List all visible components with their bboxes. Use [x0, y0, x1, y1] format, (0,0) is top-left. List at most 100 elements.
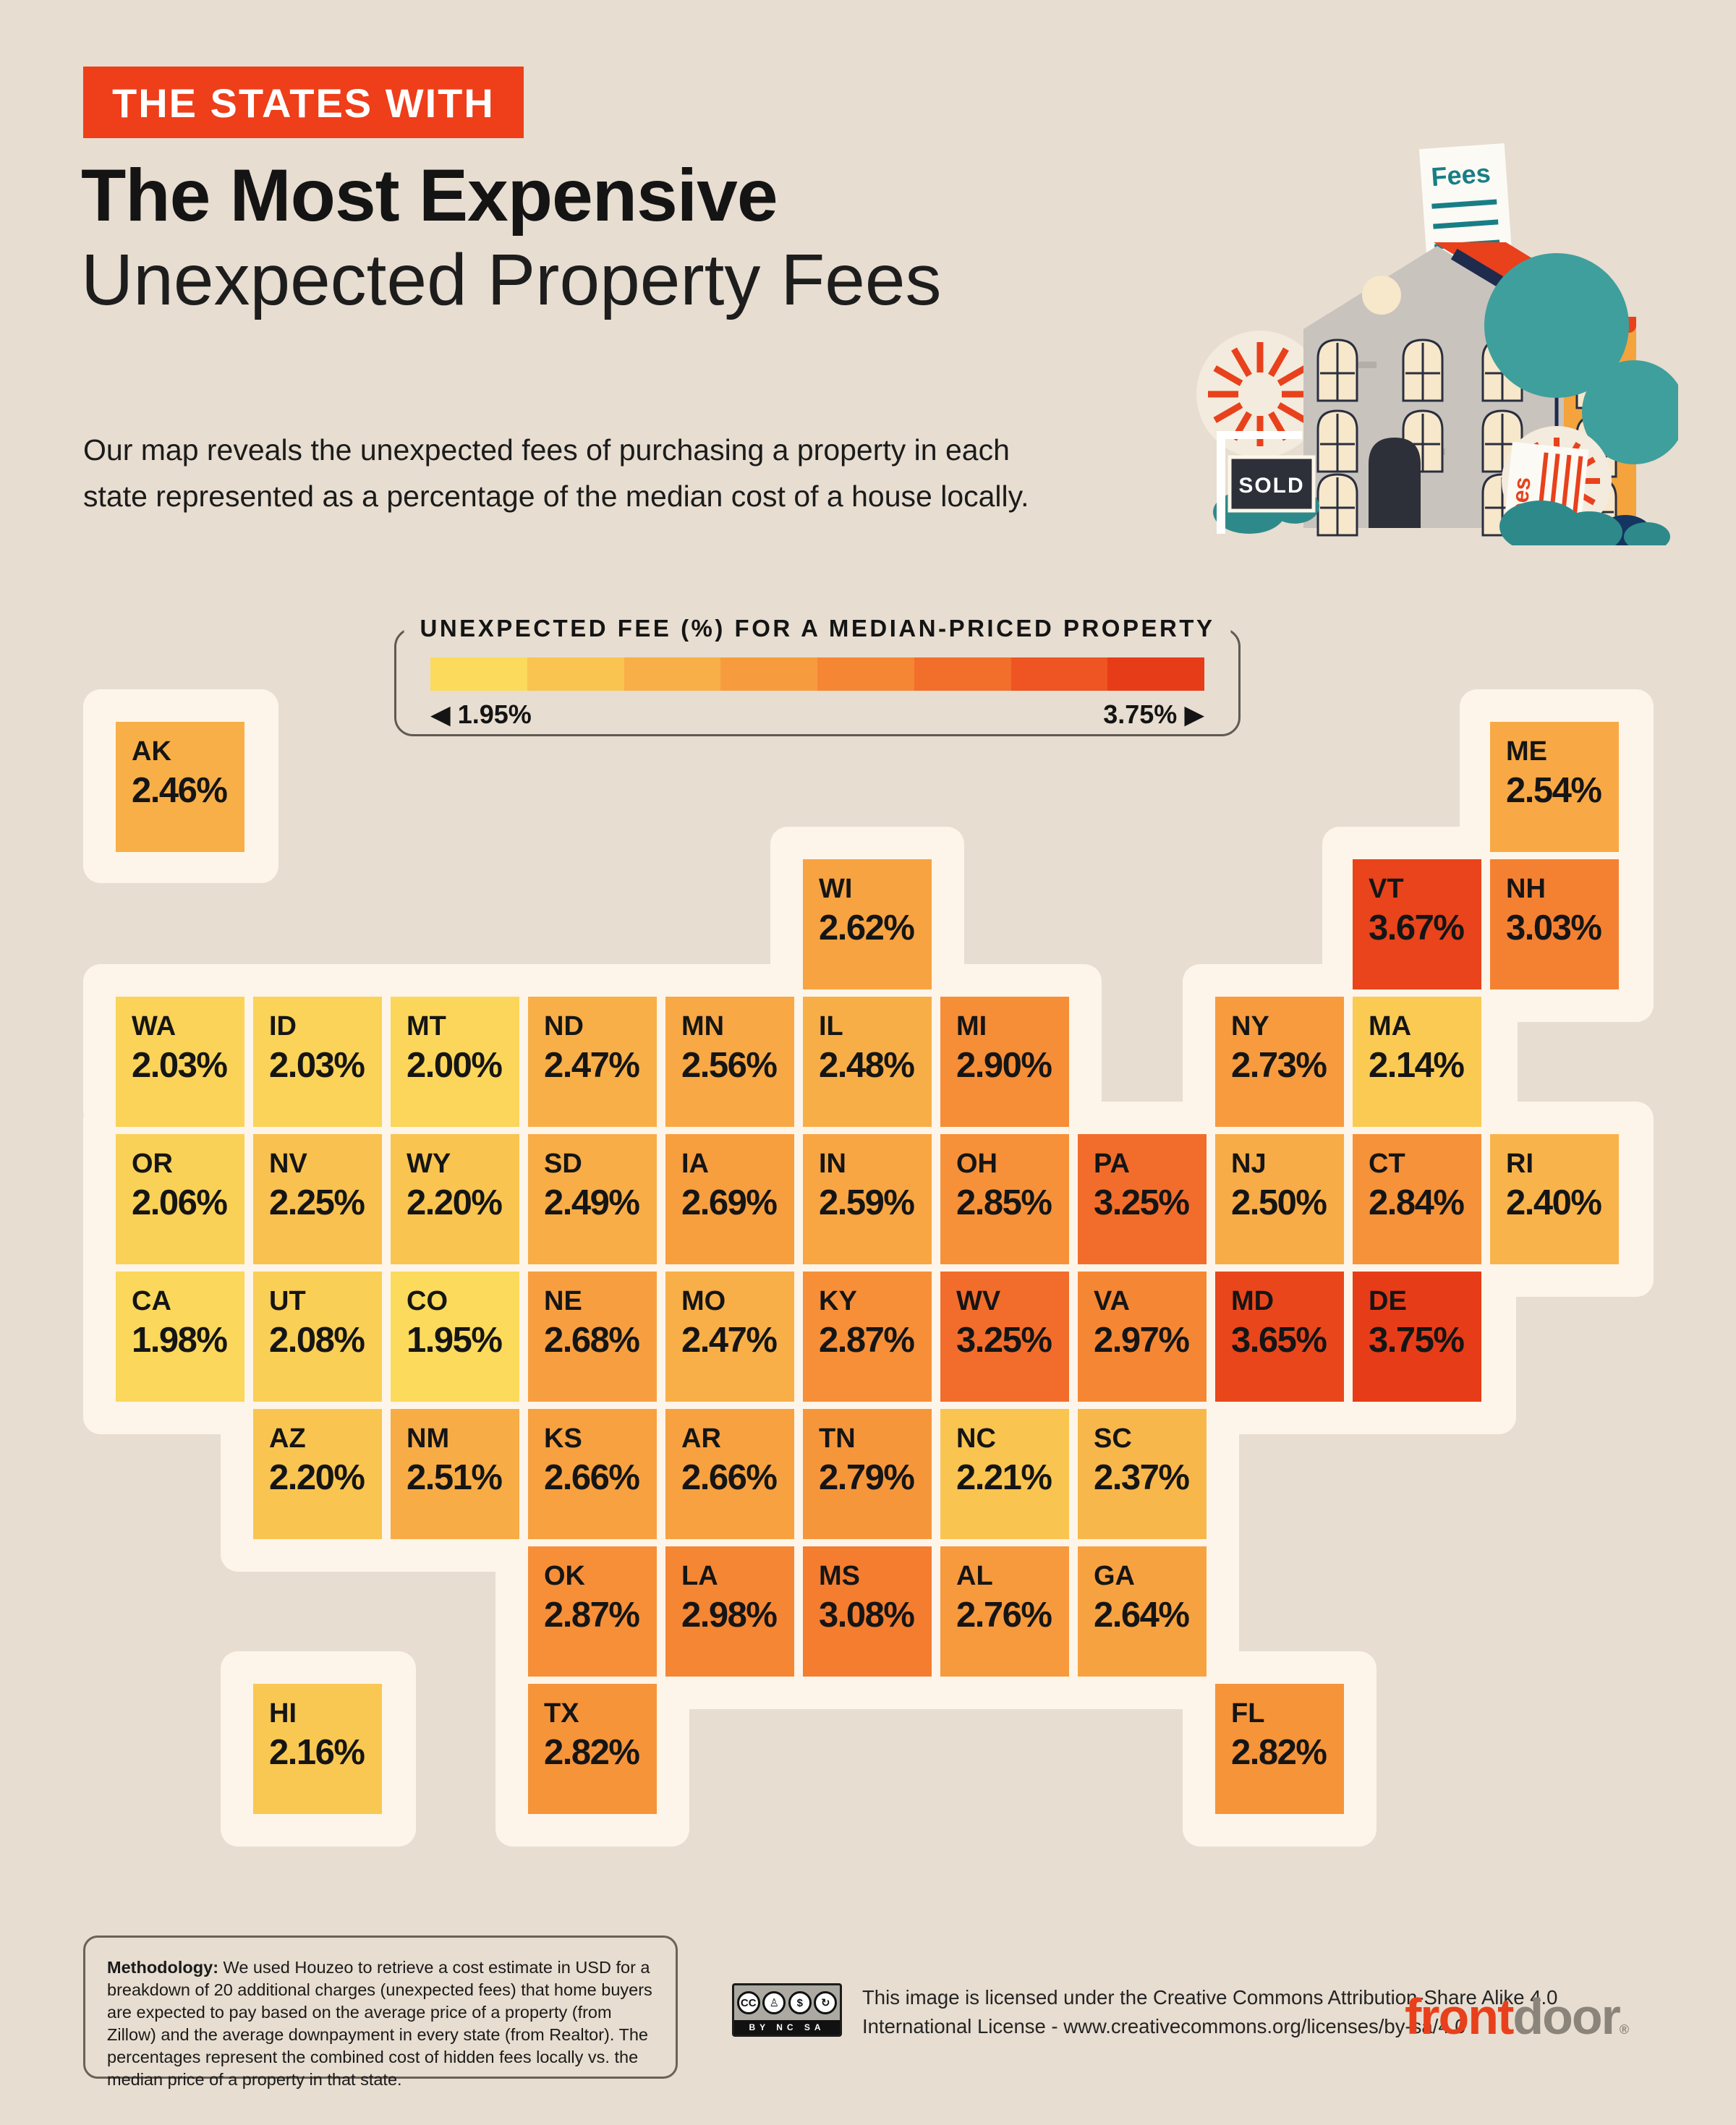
- state-abbr: VT: [1369, 874, 1404, 904]
- state-value: 3.08%: [819, 1596, 915, 1635]
- state-abbr: OH: [956, 1149, 997, 1179]
- license-text: This image is licensed under the Creativ…: [862, 1983, 1557, 2041]
- cc-strip-label: BY NC SA: [734, 2020, 840, 2035]
- fees-receipt-top-label: Fees: [1430, 158, 1492, 192]
- state-value: 2.21%: [956, 1458, 1052, 1497]
- state-value: 2.85%: [956, 1183, 1052, 1222]
- state-tile-hi: HI 2.16%: [253, 1684, 382, 1814]
- state-abbr: AK: [132, 736, 171, 767]
- legend-left-arrow-icon: ◀: [430, 699, 451, 729]
- state-tile-ky: KY 2.87%: [803, 1272, 932, 1402]
- state-abbr: NH: [1506, 874, 1546, 904]
- state-tile-nj: NJ 2.50%: [1215, 1134, 1344, 1264]
- state-abbr: AL: [956, 1561, 993, 1591]
- state-abbr: SD: [544, 1149, 582, 1179]
- state-tile-me: ME 2.54%: [1490, 722, 1619, 852]
- tree-large: [1484, 253, 1629, 398]
- state-abbr: ME: [1506, 736, 1547, 767]
- legend-color-step-5: [817, 657, 914, 691]
- logo-front: front: [1405, 1988, 1514, 2045]
- state-tile-de: DE 3.75%: [1353, 1272, 1481, 1402]
- state-tile-co: CO 1.95%: [391, 1272, 519, 1402]
- header-badge: THE STATES WITH: [83, 67, 524, 138]
- state-value: 3.25%: [956, 1321, 1052, 1360]
- state-value: 2.47%: [544, 1046, 640, 1085]
- state-tile-tn: TN 2.79%: [803, 1409, 932, 1539]
- state-abbr: NJ: [1231, 1149, 1267, 1179]
- state-abbr: MI: [956, 1011, 987, 1042]
- state-value: 3.25%: [1094, 1183, 1190, 1222]
- state-tile-il: IL 2.48%: [803, 997, 932, 1127]
- state-abbr: SC: [1094, 1423, 1132, 1454]
- state-tile-az: AZ 2.20%: [253, 1409, 382, 1539]
- state-value: 2.76%: [956, 1596, 1052, 1635]
- legend-title: UNEXPECTED FEE (%) FOR A MEDIAN-PRICED P…: [404, 615, 1231, 643]
- chimney-slot: [1450, 248, 1504, 287]
- state-abbr: PA: [1094, 1149, 1130, 1179]
- legend-color-step-1: [430, 657, 527, 691]
- state-value: 2.56%: [681, 1046, 778, 1085]
- state-value: 2.47%: [681, 1321, 778, 1360]
- legend-max-label: 3.75% ▶: [1103, 699, 1204, 729]
- state-abbr: VA: [1094, 1286, 1130, 1316]
- state-tile-ma: MA 2.14%: [1353, 997, 1481, 1127]
- state-abbr: MO: [681, 1286, 726, 1316]
- subtitle-line-2: state represented as a percentage of the…: [83, 480, 1029, 513]
- state-abbr: NM: [407, 1423, 450, 1454]
- state-tile-ks: KS 2.66%: [528, 1409, 657, 1539]
- state-value: 2.82%: [1231, 1733, 1327, 1772]
- state-value: 3.03%: [1506, 908, 1602, 947]
- state-abbr: DE: [1369, 1286, 1407, 1316]
- state-tile-ri: RI 2.40%: [1490, 1134, 1619, 1264]
- legend-min-label: ◀ 1.95%: [430, 699, 532, 729]
- state-abbr: NE: [544, 1286, 582, 1316]
- state-tile-pa: PA 3.25%: [1078, 1134, 1207, 1264]
- state-tile-nm: NM 2.51%: [391, 1409, 519, 1539]
- state-tile-or: OR 2.06%: [116, 1134, 244, 1264]
- state-abbr: MT: [407, 1011, 446, 1042]
- state-value: 2.73%: [1231, 1046, 1327, 1085]
- license-block: CC ♙ $ ↻ BY NC SA This image is licensed un…: [732, 1983, 1557, 2041]
- state-tile-sc: SC 2.37%: [1078, 1409, 1207, 1539]
- trees: [1484, 253, 1686, 517]
- state-tile-tx: TX 2.82%: [528, 1684, 657, 1814]
- state-value: 2.14%: [1369, 1046, 1465, 1085]
- state-abbr: OK: [544, 1561, 585, 1591]
- legend-gradient-bar: [430, 657, 1204, 691]
- state-abbr: MS: [819, 1561, 860, 1591]
- state-abbr: NY: [1231, 1011, 1269, 1042]
- state-abbr: CA: [132, 1286, 171, 1316]
- state-tile-ia: IA 2.69%: [665, 1134, 794, 1264]
- state-abbr: IA: [681, 1149, 709, 1179]
- state-value: 2.84%: [1369, 1183, 1465, 1222]
- state-value: 2.00%: [407, 1046, 503, 1085]
- state-tile-mi: MI 2.90%: [940, 997, 1069, 1127]
- state-value: 2.20%: [269, 1458, 365, 1497]
- house-illustration-svg: Fees: [1196, 143, 1686, 553]
- state-value: 2.50%: [1231, 1183, 1327, 1222]
- state-tile-id: ID 2.03%: [253, 997, 382, 1127]
- state-abbr: KY: [819, 1286, 857, 1316]
- state-value: 2.87%: [544, 1596, 640, 1635]
- state-tile-al: AL 2.76%: [940, 1546, 1069, 1677]
- tree-small: [1582, 360, 1686, 464]
- state-value: 2.08%: [269, 1321, 365, 1360]
- state-tile-ak: AK 2.46%: [116, 722, 244, 852]
- legend-color-step-3: [624, 657, 721, 691]
- state-value: 2.48%: [819, 1046, 915, 1085]
- state-value: 2.82%: [544, 1733, 640, 1772]
- state-abbr: MA: [1369, 1011, 1412, 1042]
- sold-sign-label: SOLD: [1238, 474, 1304, 498]
- state-tile-nh: NH 3.03%: [1490, 859, 1619, 989]
- state-abbr: OR: [132, 1149, 173, 1179]
- state-value: 2.68%: [544, 1321, 640, 1360]
- state-abbr: MD: [1231, 1286, 1275, 1316]
- state-value: 2.25%: [269, 1183, 365, 1222]
- state-value: 2.98%: [681, 1596, 778, 1635]
- methodology-body: We used Houzeo to retrieve a cost estima…: [107, 1958, 652, 2089]
- state-value: 2.37%: [1094, 1458, 1190, 1497]
- state-value: 2.69%: [681, 1183, 778, 1222]
- state-tile-mt: MT 2.00%: [391, 997, 519, 1127]
- page-title-bold: The Most Expensive: [81, 154, 778, 237]
- state-tile-va: VA 2.97%: [1078, 1272, 1207, 1402]
